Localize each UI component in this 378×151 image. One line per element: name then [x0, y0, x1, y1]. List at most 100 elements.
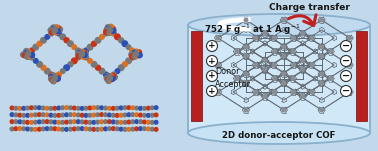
Circle shape	[30, 113, 33, 117]
Circle shape	[55, 29, 60, 34]
Circle shape	[65, 106, 68, 109]
Circle shape	[112, 114, 115, 117]
Circle shape	[52, 27, 58, 33]
Circle shape	[82, 50, 86, 55]
Circle shape	[291, 77, 295, 80]
Circle shape	[55, 75, 60, 81]
Circle shape	[41, 120, 45, 123]
Circle shape	[41, 127, 45, 131]
Circle shape	[61, 128, 64, 131]
Circle shape	[21, 52, 26, 57]
Circle shape	[100, 120, 103, 124]
Circle shape	[61, 106, 64, 109]
Circle shape	[133, 51, 138, 56]
Circle shape	[57, 127, 60, 131]
Circle shape	[127, 128, 131, 131]
Circle shape	[112, 107, 115, 110]
Circle shape	[88, 106, 92, 110]
Circle shape	[49, 107, 53, 110]
Circle shape	[37, 41, 42, 46]
Circle shape	[51, 25, 56, 31]
Circle shape	[49, 127, 53, 130]
Circle shape	[104, 72, 108, 77]
Circle shape	[135, 127, 138, 131]
Circle shape	[55, 76, 60, 81]
Circle shape	[30, 121, 33, 124]
Circle shape	[154, 113, 158, 117]
Circle shape	[10, 120, 14, 124]
Circle shape	[33, 59, 38, 63]
Circle shape	[127, 113, 131, 116]
Circle shape	[54, 25, 59, 30]
Circle shape	[147, 114, 150, 117]
FancyBboxPatch shape	[188, 25, 370, 133]
Circle shape	[154, 128, 158, 131]
Circle shape	[112, 74, 117, 80]
Circle shape	[41, 106, 45, 110]
Circle shape	[147, 127, 150, 131]
Circle shape	[118, 65, 124, 71]
Circle shape	[263, 32, 267, 35]
Circle shape	[30, 106, 33, 109]
Circle shape	[77, 51, 81, 55]
Circle shape	[115, 127, 119, 131]
Circle shape	[110, 26, 115, 31]
Circle shape	[291, 50, 295, 53]
Circle shape	[41, 113, 45, 116]
Circle shape	[263, 95, 267, 98]
Circle shape	[49, 75, 53, 79]
Circle shape	[133, 51, 139, 57]
Circle shape	[25, 51, 31, 57]
Circle shape	[135, 106, 138, 110]
Circle shape	[64, 65, 70, 71]
Circle shape	[123, 120, 127, 124]
Circle shape	[137, 50, 141, 55]
Circle shape	[310, 63, 314, 67]
Circle shape	[341, 40, 352, 51]
Circle shape	[77, 50, 83, 55]
Circle shape	[56, 25, 60, 30]
Circle shape	[135, 120, 138, 123]
Circle shape	[73, 120, 76, 123]
Circle shape	[100, 35, 104, 39]
Circle shape	[29, 50, 33, 54]
Circle shape	[329, 77, 333, 80]
Circle shape	[135, 113, 138, 117]
Circle shape	[310, 90, 314, 94]
Text: +: +	[208, 42, 216, 50]
Text: +: +	[208, 56, 216, 66]
Circle shape	[119, 121, 123, 124]
Circle shape	[282, 72, 286, 76]
Circle shape	[53, 127, 57, 131]
Circle shape	[244, 108, 248, 112]
Circle shape	[61, 113, 64, 117]
Circle shape	[154, 120, 158, 124]
Circle shape	[26, 50, 31, 55]
Circle shape	[41, 65, 46, 70]
Circle shape	[26, 127, 29, 131]
Circle shape	[348, 36, 352, 40]
Circle shape	[45, 120, 49, 123]
Circle shape	[68, 41, 73, 47]
Circle shape	[154, 106, 158, 109]
Circle shape	[206, 56, 217, 66]
Circle shape	[73, 113, 76, 116]
Circle shape	[92, 128, 96, 131]
Circle shape	[53, 120, 57, 124]
Circle shape	[52, 75, 58, 81]
Circle shape	[37, 120, 41, 124]
Circle shape	[53, 114, 57, 117]
Circle shape	[137, 53, 142, 58]
Circle shape	[320, 45, 324, 49]
Circle shape	[88, 127, 92, 131]
Circle shape	[29, 55, 34, 60]
Circle shape	[50, 30, 54, 35]
Circle shape	[95, 37, 101, 43]
Circle shape	[76, 51, 81, 57]
Circle shape	[122, 62, 127, 67]
Circle shape	[76, 113, 80, 117]
Circle shape	[80, 113, 84, 117]
Circle shape	[100, 113, 103, 116]
Text: −: −	[342, 56, 350, 66]
Circle shape	[84, 127, 88, 131]
